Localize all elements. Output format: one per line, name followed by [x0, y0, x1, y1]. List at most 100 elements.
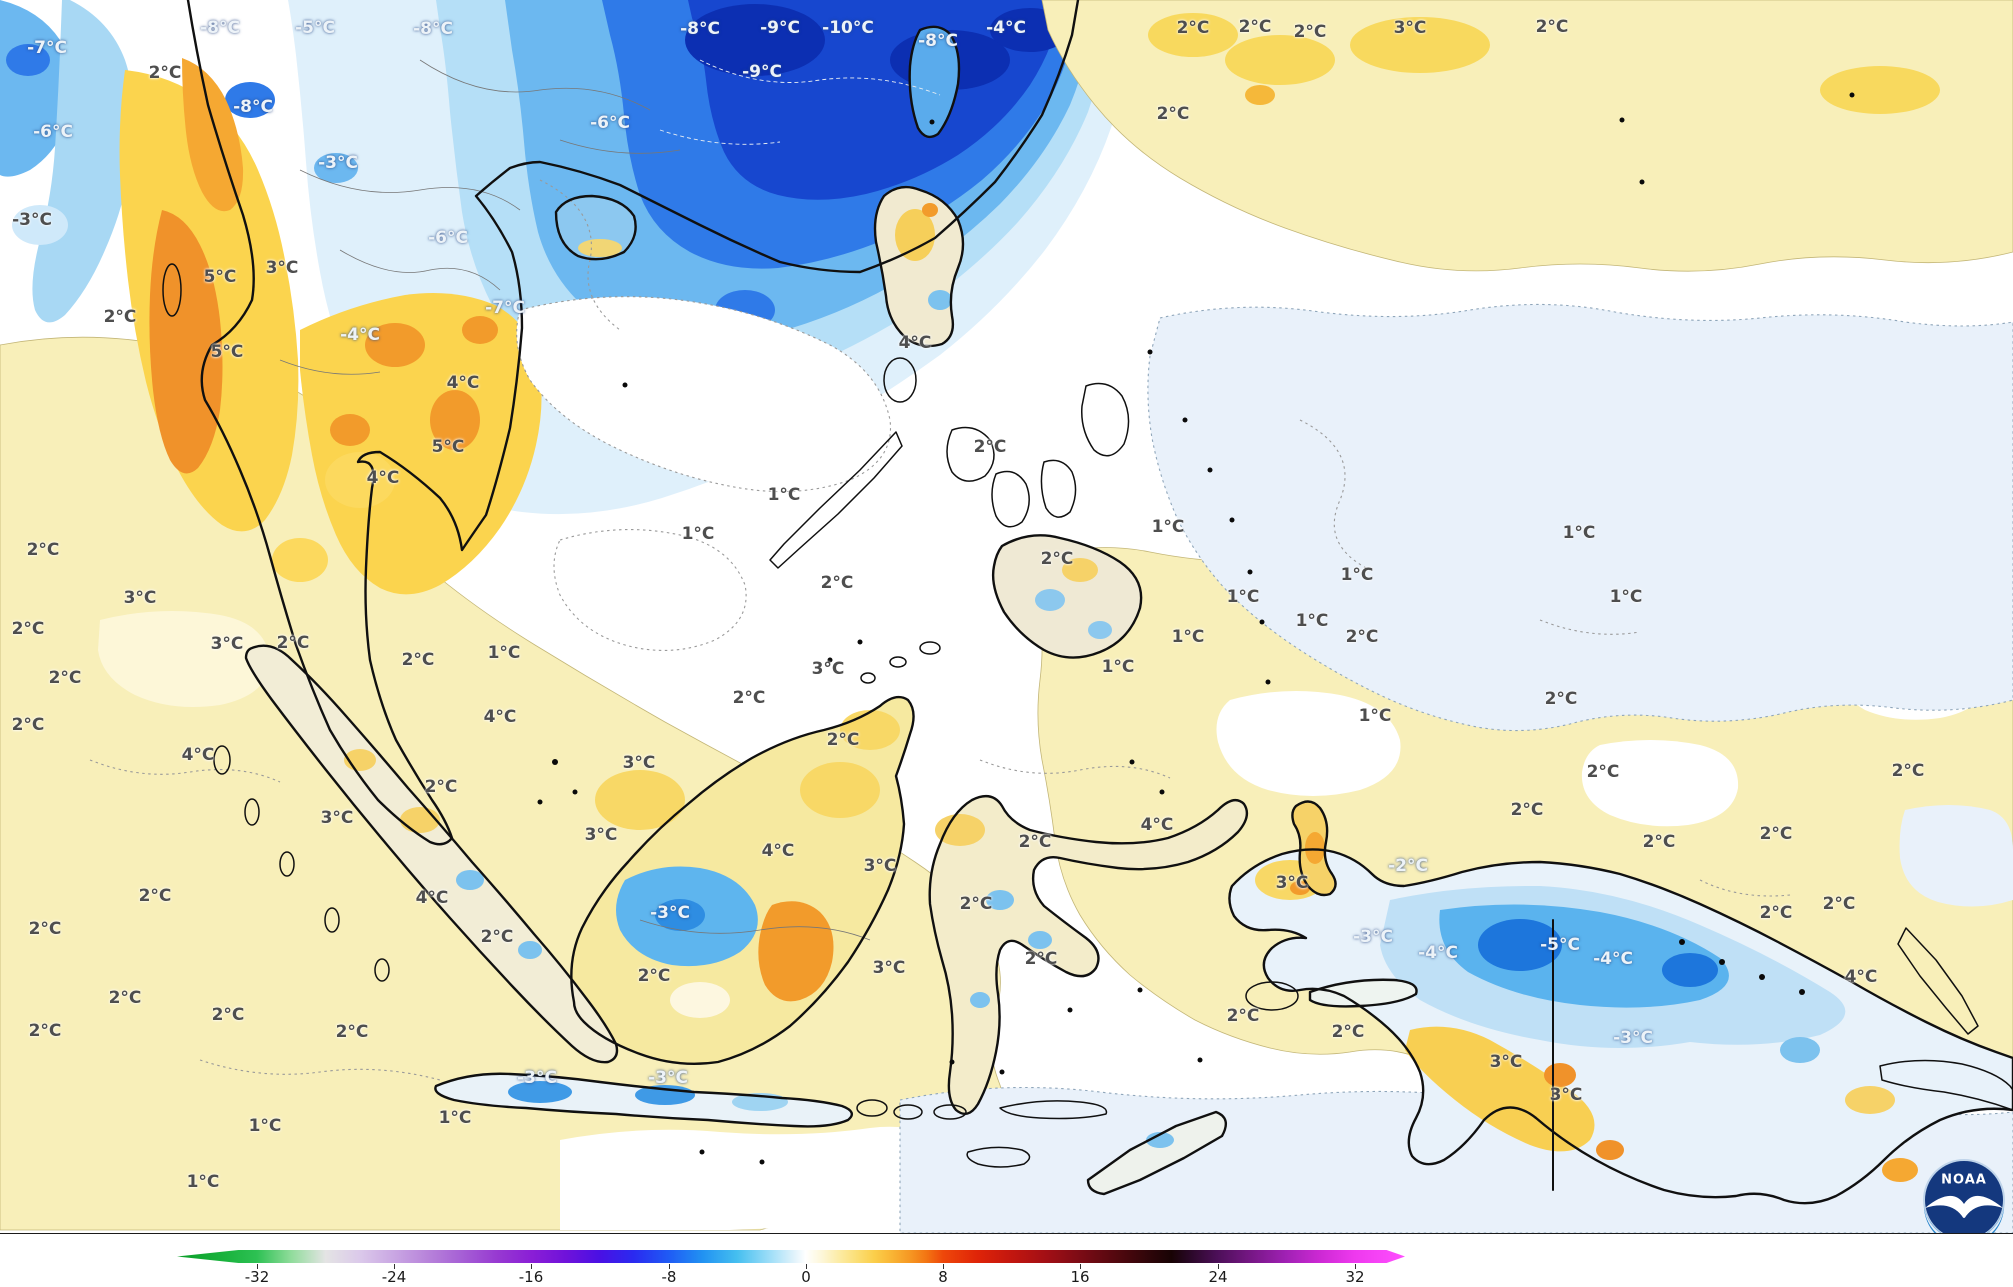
temperature-label: 2°C [11, 715, 45, 735]
temperature-label: 2°C [1040, 549, 1074, 569]
temperature-label: -6°C [428, 228, 468, 248]
temperature-label: 5°C [431, 437, 465, 457]
temperature-label: 2°C [959, 894, 993, 914]
temperature-label: 3°C [320, 808, 354, 828]
temperature-label: 2°C [138, 886, 172, 906]
temperature-label: 2°C [1176, 18, 1210, 38]
temperature-label: -3°C [517, 1068, 557, 1088]
temperature-label: 2°C [108, 988, 142, 1008]
colorbar-tick-label: 8 [938, 1268, 948, 1286]
temperature-label: -4°C [1418, 943, 1458, 963]
temperature-label: 2°C [1238, 17, 1272, 37]
temperature-label: -8°C [233, 97, 273, 117]
temperature-label: 3°C [811, 659, 845, 679]
colorbar-tick [1080, 1264, 1081, 1269]
temperature-label: 1°C [1101, 657, 1135, 677]
temperature-label: -7°C [27, 38, 67, 58]
temperature-label: 2°C [973, 437, 1007, 457]
temperature-label: 4°C [181, 745, 215, 765]
temperature-label: 2°C [1822, 894, 1856, 914]
temperature-label: -10°C [822, 18, 874, 38]
temperature-label: -4°C [1593, 949, 1633, 969]
temperature-label: 2°C [637, 966, 671, 986]
temperature-label: -3°C [650, 903, 690, 923]
temperature-label: 2°C [1642, 832, 1676, 852]
temperature-label: -4°C [986, 18, 1026, 38]
temperature-label: 4°C [1140, 815, 1174, 835]
colorbar-tick-label: -8 [661, 1268, 677, 1286]
temperature-label: 2°C [1345, 627, 1379, 647]
temperature-label: 3°C [210, 634, 244, 654]
temperature-label: 3°C [1393, 18, 1427, 38]
temperature-label: 1°C [1562, 523, 1596, 543]
temperature-label: -8°C [918, 31, 958, 51]
colorbar-tick-label: 0 [801, 1268, 811, 1286]
temperature-label: 3°C [1549, 1085, 1583, 1105]
temperature-label: 2°C [28, 919, 62, 939]
temperature-label: 3°C [872, 958, 906, 978]
map-canvas [0, 0, 2013, 1233]
temperature-label: -9°C [760, 18, 800, 38]
temperature-label: 3°C [1275, 873, 1309, 893]
temperature-label: 2°C [211, 1005, 245, 1025]
temperature-label: 1°C [1226, 587, 1260, 607]
temperature-label: -6°C [33, 122, 73, 142]
temperature-label: 2°C [1293, 22, 1327, 42]
temperature-label: 2°C [401, 650, 435, 670]
temperature-label: 1°C [248, 1116, 282, 1136]
colorbar-tick [1218, 1264, 1219, 1269]
temperature-label: 3°C [123, 588, 157, 608]
temperature-label: 1°C [681, 524, 715, 544]
temperature-label: 2°C [148, 63, 182, 83]
temperature-label: 2°C [335, 1022, 369, 1042]
temperature-label: 4°C [483, 707, 517, 727]
temperature-label: -9°C [742, 62, 782, 82]
temperature-label: 1°C [487, 643, 521, 663]
temperature-label: -6°C [590, 113, 630, 133]
temperature-label: 2°C [1024, 949, 1058, 969]
temperature-label: -4°C [340, 325, 380, 345]
temperature-label: 2°C [1544, 689, 1578, 709]
colorbar-tick [394, 1264, 395, 1269]
temperature-label: 2°C [826, 730, 860, 750]
temperature-label: 2°C [276, 633, 310, 653]
temperature-label: 4°C [1844, 967, 1878, 987]
temperature-label: 4°C [415, 888, 449, 908]
temperature-label: 4°C [761, 841, 795, 861]
temperature-anomaly-map: -7°C -8°C -5°C -8°C 2°C -8°C -6°C -3°C -3°C -6°C 5… [0, 0, 2013, 1246]
temperature-label: -8°C [200, 18, 240, 38]
temperature-label: 2°C [820, 573, 854, 593]
colorbar-tick [943, 1264, 944, 1269]
temperature-label: 1°C [1358, 706, 1392, 726]
noaa-logo: NOAA [1922, 1158, 2006, 1246]
temperature-label: 4°C [366, 468, 400, 488]
temperature-label: 3°C [265, 258, 299, 278]
temperature-label: 1°C [186, 1172, 220, 1192]
temperature-label: 3°C [863, 856, 897, 876]
temperature-label: 2°C [1759, 903, 1793, 923]
temperature-label: -3°C [1353, 927, 1393, 947]
temperature-label: -5°C [1540, 935, 1580, 955]
temperature-label: 4°C [446, 373, 480, 393]
temperature-label: 2°C [1759, 824, 1793, 844]
temperature-label: 2°C [424, 777, 458, 797]
temperature-label: 2°C [1018, 832, 1052, 852]
temperature-label: -8°C [413, 19, 453, 39]
colorbar-tick [531, 1264, 532, 1269]
colorbar-tick [1355, 1264, 1356, 1269]
temperature-label: -5°C [295, 18, 335, 38]
temperature-label: 5°C [210, 342, 244, 362]
temperature-label: 1°C [1171, 627, 1205, 647]
colorbar-tick [257, 1264, 258, 1269]
temperature-label: -3°C [1613, 1028, 1653, 1048]
colorbar-tick [806, 1264, 807, 1269]
colorbar-tick [669, 1264, 670, 1269]
colorbar-tick-label: 32 [1345, 1268, 1365, 1286]
temperature-label: 2°C [48, 668, 82, 688]
temperature-label: 2°C [732, 688, 766, 708]
temperature-label: 2°C [11, 619, 45, 639]
temperature-label: 4°C [898, 333, 932, 353]
colorbar-tick-label: 16 [1070, 1268, 1090, 1286]
temperature-label: 2°C [26, 540, 60, 560]
noaa-logo-text: NOAA [1941, 1172, 1987, 1188]
